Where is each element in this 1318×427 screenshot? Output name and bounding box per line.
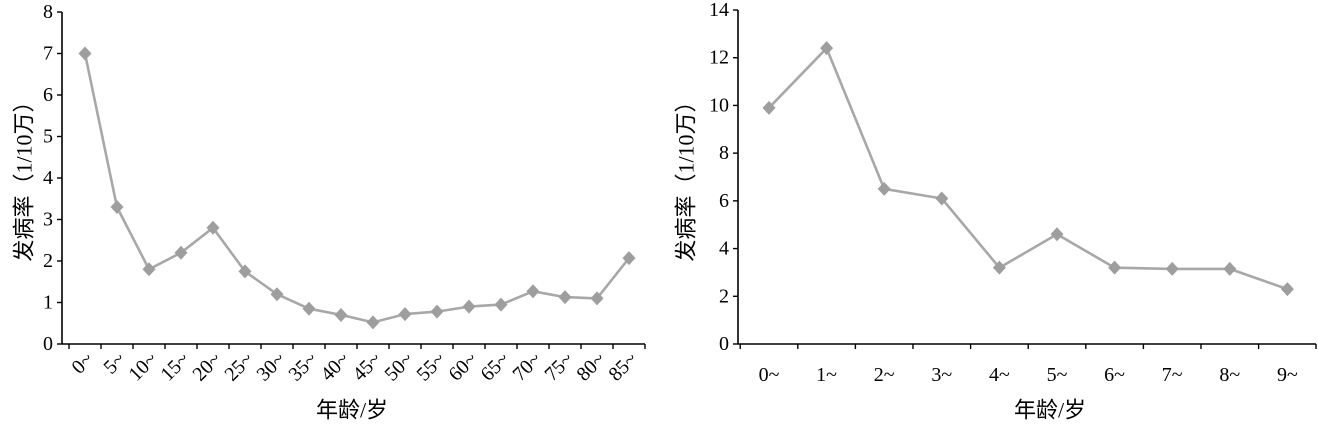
x-tick-label: 85~ (604, 348, 641, 385)
data-point (302, 301, 316, 316)
x-tick-label: 65~ (476, 348, 513, 385)
y-axis-title: 发病率（1/10万） (12, 90, 37, 261)
y-tick-label: 8 (719, 142, 729, 164)
y-tick-label: 12 (709, 47, 729, 69)
data-point (238, 264, 252, 279)
data-point (430, 304, 444, 319)
y-tick-label: 4 (43, 167, 53, 189)
x-tick-label: 15~ (156, 348, 193, 385)
data-point (78, 46, 92, 61)
x-tick-label: 40~ (316, 348, 353, 385)
y-tick-label: 2 (43, 250, 53, 272)
x-tick-label: 8~ (1219, 364, 1240, 386)
data-point (270, 287, 284, 302)
data-point (462, 299, 476, 314)
x-tick-label: 5~ (99, 348, 129, 378)
data-point (526, 284, 540, 299)
x-tick-label: 9~ (1277, 364, 1298, 386)
x-tick-label: 80~ (572, 348, 609, 385)
series-line (83, 53, 631, 324)
data-point (1165, 261, 1179, 276)
x-tick-label: 45~ (348, 348, 385, 385)
x-tick-label: 7~ (1162, 364, 1183, 386)
x-tick-label: 25~ (220, 348, 257, 385)
data-point (494, 297, 508, 312)
x-tick-label: 4~ (989, 364, 1010, 386)
data-point (142, 262, 156, 277)
y-tick-label: 0 (719, 333, 729, 355)
x-tick-label: 30~ (252, 348, 289, 385)
x-tick-label: 70~ (508, 348, 545, 385)
x-tick-label: 2~ (874, 364, 895, 386)
x-tick-label: 50~ (380, 348, 417, 385)
data-point (1108, 260, 1122, 275)
y-tick-label: 2 (719, 285, 729, 307)
x-tick-label: 3~ (931, 364, 952, 386)
y-tick-label: 0 (43, 333, 53, 355)
data-point (1050, 227, 1064, 242)
right-chart: 0 2 4 6 8 10 12 14 0~ 1~ 2~ 3~ 4~ 5~ 6~ 7~ 8~ 9~ 发病率（1/10万… (674, 0, 1317, 423)
y-tick-label: 10 (709, 94, 729, 116)
data-point (1223, 261, 1237, 276)
data-point (877, 181, 891, 196)
x-tick-label: 75~ (540, 348, 577, 385)
series-line (768, 46, 1288, 291)
x-tick-label: 10~ (124, 348, 161, 385)
data-point (820, 41, 834, 56)
y-tick-label: 1 (43, 292, 53, 314)
y-tick-label: 6 (719, 190, 729, 212)
y-tick-label: 8 (43, 1, 53, 23)
data-point (1280, 282, 1294, 297)
x-tick-label: 0~ (759, 364, 780, 386)
x-tick-label: 35~ (284, 348, 321, 385)
x-tick-label: 20~ (188, 348, 225, 385)
data-point (558, 290, 572, 305)
x-tick-label: 55~ (412, 348, 449, 385)
y-axis-title: 发病率（1/10万） (674, 90, 699, 261)
data-point (334, 307, 348, 322)
y-tick-label: 6 (43, 84, 53, 106)
x-axis-title: 年龄/岁 (1014, 398, 1086, 423)
data-point (590, 291, 604, 306)
y-tick-label: 3 (43, 209, 53, 231)
data-point (110, 200, 124, 215)
x-axis-title: 年龄/岁 (316, 398, 388, 423)
x-tick-label: 60~ (444, 348, 481, 385)
y-tick-label: 7 (43, 43, 53, 65)
data-point (762, 100, 776, 115)
y-tick-label: 5 (43, 126, 53, 148)
y-tick-label: 4 (719, 238, 729, 260)
data-point (992, 260, 1006, 275)
data-point (398, 307, 412, 322)
y-tick-label: 14 (709, 0, 729, 21)
x-tick-label: 1~ (816, 364, 837, 386)
data-point (206, 220, 220, 235)
x-tick-label: 5~ (1047, 364, 1068, 386)
data-point (622, 251, 636, 266)
data-point (174, 245, 188, 260)
x-tick-label: 0~ (67, 348, 97, 378)
data-point (366, 315, 380, 330)
data-point (935, 191, 949, 206)
x-tick-label: 6~ (1104, 364, 1125, 386)
